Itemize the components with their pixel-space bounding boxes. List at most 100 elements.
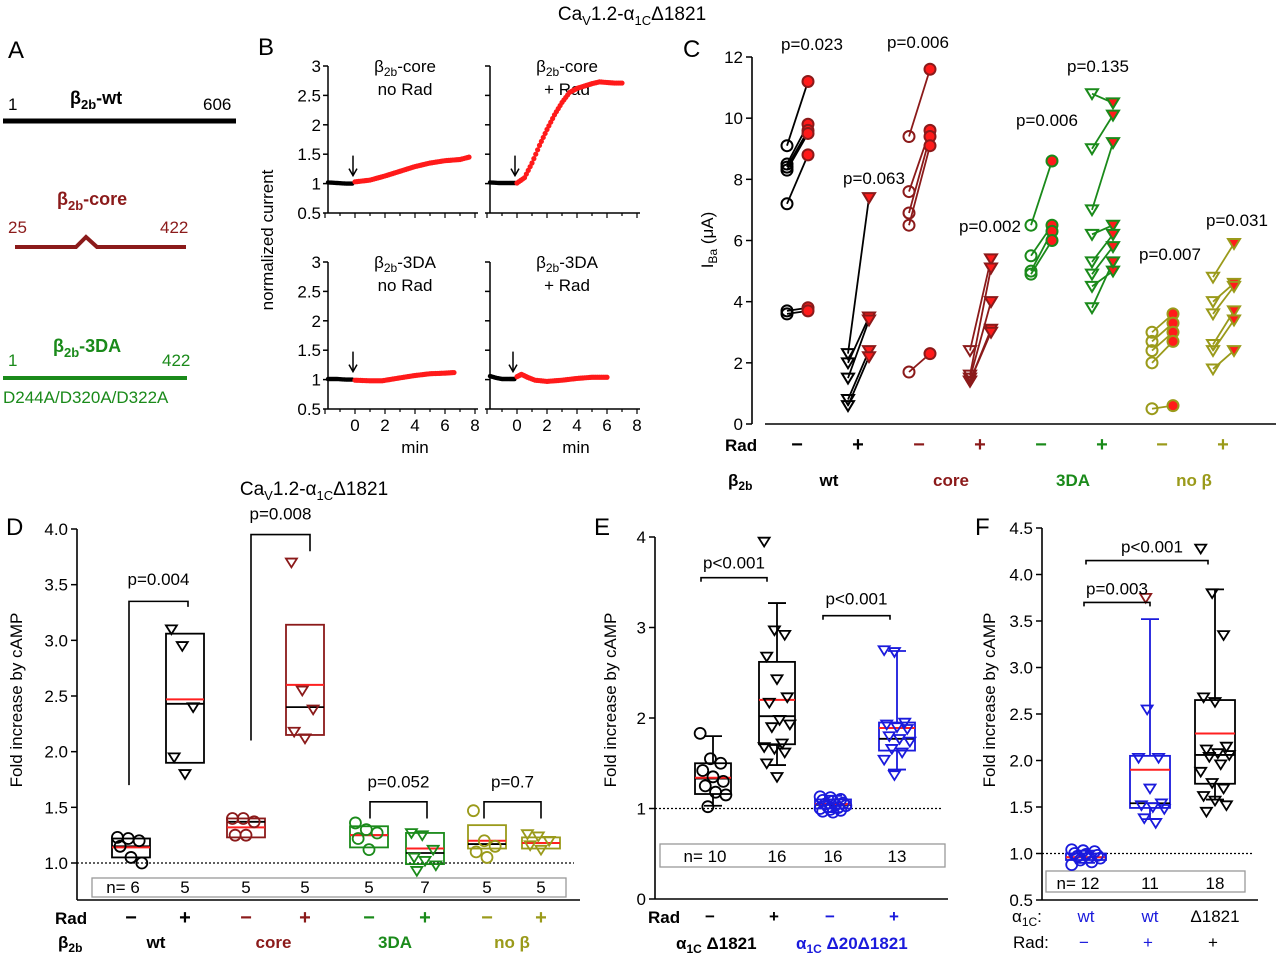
comparison-bracket: [700, 576, 768, 582]
before-marker: [902, 130, 916, 144]
pair-line: [908, 68, 931, 137]
after-marker: [983, 262, 999, 276]
x-tick-label: 8: [470, 416, 479, 435]
n-value: n= 10: [683, 847, 726, 866]
y-tick-label: 1: [312, 175, 321, 194]
data-point: [186, 702, 201, 714]
data-point: [1205, 588, 1220, 600]
p-value-label: p<0.001: [703, 553, 765, 572]
before-marker: [1205, 345, 1221, 358]
rad-sign: +: [1217, 434, 1229, 456]
p-value-label: p=0.031: [1206, 211, 1268, 230]
arrow-head: [348, 364, 358, 374]
box: [285, 623, 325, 736]
y-tick-label: 6: [734, 232, 743, 251]
before-marker: [1145, 402, 1159, 416]
group-2: 5: [164, 624, 205, 897]
data-point: [769, 772, 785, 784]
y-tick-label: 1.5: [297, 341, 321, 360]
data-point: [164, 624, 179, 636]
data-point: [228, 828, 242, 842]
n-value: 18: [1206, 874, 1225, 893]
after-marker: [1226, 345, 1242, 358]
pair-line: [1091, 114, 1114, 150]
data-point: [714, 756, 728, 770]
n-value: 5: [180, 878, 189, 897]
y-tick-label: 4.0: [1009, 566, 1033, 585]
x-tick-label: 0: [350, 416, 359, 435]
after-marker: [801, 304, 815, 318]
panel-d: CaV1.2-α1CΔ1821 D Fold increase by cAMP …: [6, 479, 580, 955]
rad-sign: −: [825, 907, 835, 926]
after-marker: [1226, 238, 1242, 251]
pair-line: [969, 258, 992, 351]
rad-sign: −: [705, 907, 715, 926]
data-point: [417, 856, 433, 868]
rad-sign: +: [889, 907, 899, 926]
response-point: [540, 134, 546, 141]
y-tick-label: 4.5: [1009, 519, 1033, 538]
before-marker: [780, 139, 794, 153]
before-marker: [902, 218, 916, 232]
p-value-label: p=0.006: [887, 33, 949, 52]
data-point: [701, 800, 715, 814]
panel-d-ylabel: Fold increase by cAMP: [7, 613, 26, 788]
construct-wt-end: 606: [203, 95, 231, 114]
data-point: [767, 625, 782, 637]
data-point: [719, 788, 733, 802]
beta-group-label: 3DA: [378, 933, 412, 952]
subplot-title-line1: β2b-core: [374, 57, 436, 79]
data-point: [1193, 766, 1208, 779]
after-marker: [1105, 256, 1121, 270]
data-point: [1142, 783, 1158, 796]
construct-3da-start: 1: [8, 351, 17, 370]
before-marker: [840, 348, 856, 361]
data-point: [247, 815, 261, 829]
y-tick-label: 3: [312, 253, 321, 272]
panel-b: B normalized current min min 0.5 1 1.5 2 2.5…: [258, 34, 642, 457]
before-marker: [1205, 296, 1221, 309]
before-marker: [962, 372, 978, 386]
x-tick-label: 4: [410, 416, 419, 435]
data-point: [415, 830, 430, 842]
after-marker: [923, 347, 937, 361]
p-value-label: p=0.052: [368, 773, 430, 792]
n-value: 5: [482, 878, 491, 897]
data-point: [1137, 813, 1152, 825]
data-point: [877, 645, 892, 657]
data-point: [295, 685, 310, 698]
panel-e: E Fold increase by cAMP Rad α1C Δ1821 α1…: [594, 514, 948, 956]
y-tick-label: 2: [312, 312, 321, 331]
group-2: 16: [757, 536, 797, 866]
data-point: [167, 752, 182, 764]
before-marker: [1024, 267, 1038, 281]
y-tick-label: 1.5: [297, 145, 321, 164]
data-point: [542, 835, 557, 848]
data-point: [428, 860, 443, 872]
y-tick-label: 4.0: [44, 520, 68, 539]
response-point: [535, 147, 541, 153]
data-point: [759, 651, 774, 664]
data-point: [1216, 630, 1231, 642]
data-point: [1134, 800, 1149, 812]
n-box: [1045, 870, 1246, 893]
panel-d-title: CaV1.2-α1CΔ1821: [240, 479, 388, 503]
rad-sign: +: [974, 434, 986, 456]
before-marker: [1145, 334, 1159, 348]
p-value-label: p=0.008: [250, 504, 312, 523]
group-4: 13: [877, 645, 917, 866]
data-point: [709, 785, 722, 799]
data-point: [780, 692, 795, 704]
data-point: [882, 731, 897, 743]
before-marker: [780, 163, 794, 177]
group-2: p=0.063 +: [840, 169, 905, 456]
panel-c-rad-label: Rad: [725, 436, 757, 455]
construct-3da-label: β2b-3DA: [53, 336, 121, 360]
rad-sign: −: [125, 907, 137, 929]
n-value: n= 12: [1056, 874, 1099, 893]
a1c-value: Δ1821: [1190, 907, 1239, 926]
box: [165, 632, 205, 764]
n-value: 5: [364, 878, 373, 897]
